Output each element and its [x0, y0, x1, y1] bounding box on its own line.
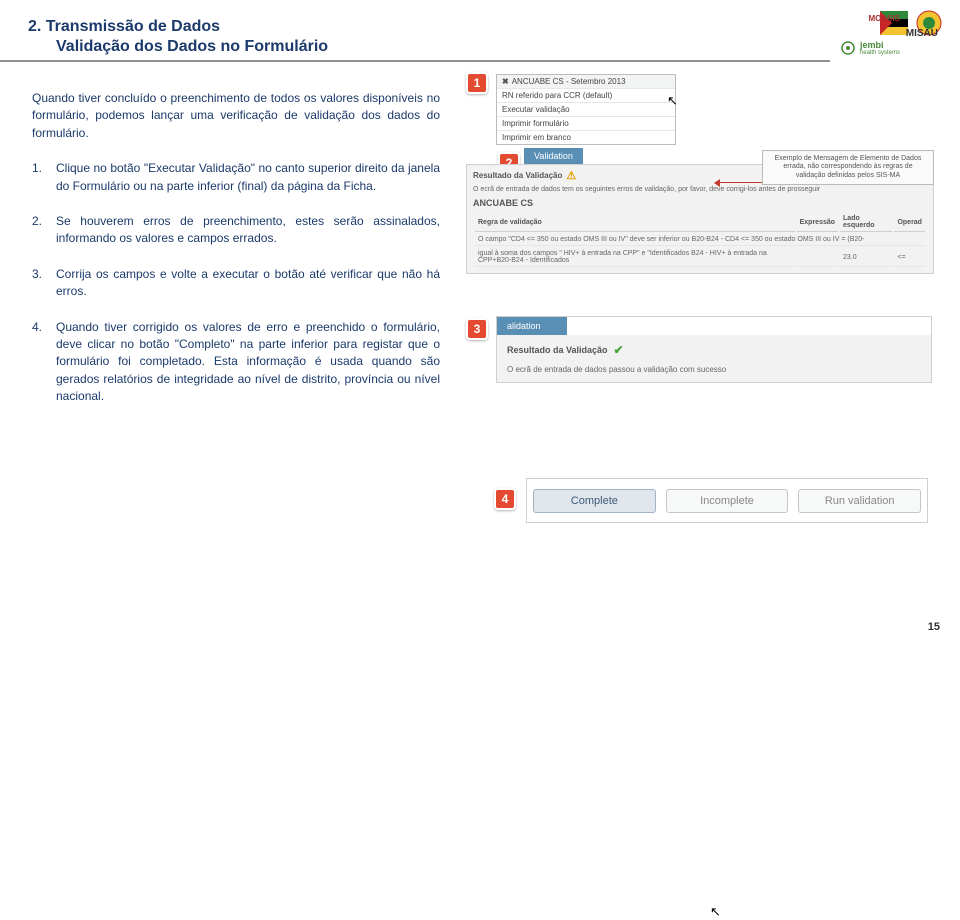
shot3-body: Resultado da Validação ✔ O ecrã de entra…	[497, 335, 931, 382]
list-item-4: 4. Quando tiver corrigido os valores de …	[32, 319, 440, 406]
shot1-title-text: ANCUABE CS - Setembro 2013	[512, 77, 626, 86]
list-body: Clique no botão "Executar Validação" no …	[56, 160, 440, 195]
list-num: 3.	[32, 266, 56, 301]
explanation-callout: Exemplo de Mensagem de Elemento de Dados…	[762, 150, 934, 185]
shot2-tab: Validation	[524, 148, 583, 164]
title-line-2: Validação dos Dados no Formulário	[56, 38, 960, 56]
list-num: 1.	[32, 160, 56, 195]
complete-button[interactable]: Complete	[533, 489, 656, 513]
arrow-line	[718, 182, 762, 183]
incomplete-button[interactable]: Incomplete	[666, 489, 789, 513]
callout-marker-1: 1	[466, 72, 488, 94]
shot1-row[interactable]: Imprimir formulário	[497, 117, 675, 131]
misau-label: MISAU	[906, 28, 938, 39]
list-body: Se houverem erros de preenchimento, este…	[56, 213, 440, 248]
shot1-row-title: ✖ANCUABE CS - Setembro 2013	[497, 75, 675, 89]
list-item-2: 2. Se houverem erros de preenchimento, e…	[32, 213, 440, 248]
close-icon: ✖	[502, 77, 509, 86]
shot1-row-executar[interactable]: Executar validação	[497, 103, 675, 117]
run-validation-button[interactable]: Run validation	[798, 489, 921, 513]
shot2-td: igual à soma dos campos " HIV+ à entrada…	[475, 248, 795, 267]
shot1-row[interactable]: Imprimir em branco	[497, 131, 675, 144]
screenshot-1-menu: ✖ANCUABE CS - Setembro 2013 RN referido …	[496, 74, 676, 145]
screenshot-4-buttons: Complete Incomplete Run validation ↖	[526, 478, 928, 523]
list-num: 2.	[32, 213, 56, 248]
jembi-subtext: health systems	[860, 50, 900, 56]
callout-marker-3: 3	[466, 318, 488, 340]
list-item-3: 3. Corrija os campos e volte a executar …	[32, 266, 440, 301]
shot2-table: Regra de validação Expressão Lado esquer…	[473, 211, 927, 269]
shot2-ancuabe: ANCUABE CS	[473, 198, 927, 208]
shot2-error-msg: O ecrã de entrada de dados tem os seguin…	[473, 186, 927, 193]
list-item-1: 1. Clique no botão "Executar Validação" …	[32, 160, 440, 195]
moasis-label: MOASIS	[868, 14, 900, 23]
shot3-result-title: Resultado da Validação ✔	[507, 343, 921, 357]
intro-paragraph: Quando tiver concluído o preenchimento d…	[32, 90, 440, 142]
shot2-td: <=	[894, 248, 925, 267]
shot2-td: 23.0	[840, 248, 892, 267]
jembi-icon	[841, 41, 855, 55]
shot3-tab: alidation	[497, 317, 567, 335]
shot3-success-msg: O ecrã de entrada de dados passou a vali…	[507, 365, 921, 374]
shot2-th: Regra de validação	[475, 213, 795, 232]
list-num: 4.	[32, 319, 56, 406]
check-icon: ✔	[614, 343, 624, 357]
header-divider	[0, 60, 830, 62]
cursor-icon: ↖	[667, 93, 678, 109]
content-left-column: Quando tiver concluído o preenchimento d…	[32, 90, 440, 423]
warning-icon: ⚠	[566, 169, 576, 182]
shot2-th: Lado esquerdo	[840, 213, 892, 232]
jembi-text: jembi	[860, 40, 900, 50]
shot1-row: RN referido para CCR (default)	[497, 89, 675, 103]
cursor-icon: ↖	[710, 904, 721, 920]
shot2-th: Expressão	[797, 213, 838, 232]
page-number: 15	[928, 621, 940, 633]
jembi-logo-row: jembi health systems	[841, 40, 900, 56]
shot2-result-text: Resultado da Validação	[473, 171, 562, 180]
list-body: Corrija os campos e volte a executar o b…	[56, 266, 440, 301]
screenshot-3-validation-success: alidation Resultado da Validação ✔ O ecr…	[496, 316, 932, 383]
callout-marker-4: 4	[494, 488, 516, 510]
shot2-th: Operad	[894, 213, 925, 232]
shot3-result-text: Resultado da Validação	[507, 345, 608, 355]
shot2-td	[797, 248, 838, 267]
title-line-1: 2. Transmissão de Dados	[28, 18, 960, 36]
shot2-td: O campo "CD4 <= 350 ou estado OMS III ou…	[475, 234, 925, 246]
list-body: Quando tiver corrigido os valores de err…	[56, 319, 440, 406]
